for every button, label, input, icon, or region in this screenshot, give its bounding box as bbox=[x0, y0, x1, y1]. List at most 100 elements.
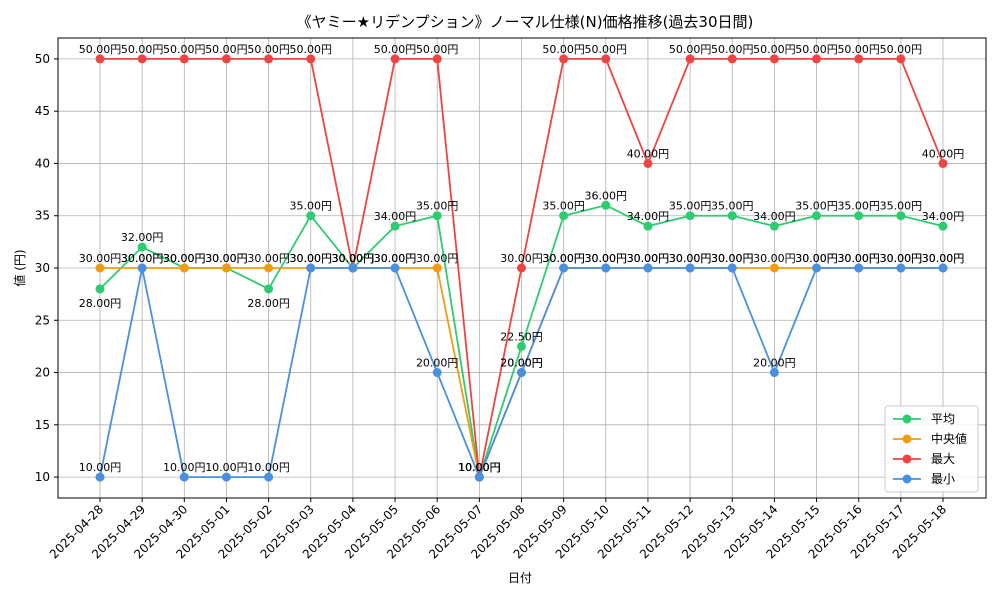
legend-marker-3 bbox=[902, 474, 912, 484]
chart-title: 《ヤミー★リデンプション》ノーマル仕様(N)価格推移(過去30日間) bbox=[297, 13, 754, 31]
data-label: 30.00円 bbox=[163, 252, 206, 265]
data-label: 20.00円 bbox=[500, 357, 543, 370]
data-point bbox=[348, 263, 358, 273]
data-point bbox=[306, 54, 316, 64]
data-label: 30.00円 bbox=[669, 252, 712, 265]
data-point bbox=[896, 54, 906, 64]
legend-marker-2 bbox=[902, 454, 912, 464]
data-point bbox=[474, 472, 484, 482]
data-point bbox=[390, 263, 400, 273]
data-label: 30.00円 bbox=[585, 252, 628, 265]
data-label: 30.00円 bbox=[837, 252, 880, 265]
data-label: 20.00円 bbox=[753, 357, 796, 370]
data-label: 30.00円 bbox=[290, 252, 333, 265]
data-point bbox=[643, 221, 653, 231]
data-label: 30.00円 bbox=[205, 252, 248, 265]
data-label: 30.00円 bbox=[205, 252, 248, 265]
data-label: 30.00円 bbox=[922, 252, 965, 265]
data-label: 10.00円 bbox=[205, 461, 248, 474]
data-point bbox=[306, 211, 316, 221]
data-label: 30.00円 bbox=[290, 252, 333, 265]
data-label: 50.00円 bbox=[542, 43, 585, 56]
data-point bbox=[601, 200, 611, 210]
data-point bbox=[812, 263, 822, 273]
data-point bbox=[390, 54, 400, 64]
data-label: 35.00円 bbox=[290, 200, 333, 213]
data-label: 35.00円 bbox=[795, 200, 838, 213]
y-tick-label: 25 bbox=[35, 313, 50, 327]
legend-box bbox=[884, 405, 979, 493]
y-tick-label: 10 bbox=[35, 470, 50, 484]
legend-label-2: 最大 bbox=[931, 452, 955, 466]
y-axis-label: 値 (円) bbox=[12, 249, 27, 286]
data-point bbox=[559, 211, 569, 221]
data-label: 22.50円 bbox=[500, 330, 543, 343]
data-label: 30.00円 bbox=[880, 252, 923, 265]
data-label: 10.00円 bbox=[163, 461, 206, 474]
data-label: 10.00円 bbox=[458, 461, 501, 474]
data-point bbox=[95, 54, 105, 64]
data-label: 10.00円 bbox=[79, 461, 122, 474]
data-point bbox=[727, 54, 737, 64]
data-point bbox=[685, 263, 695, 273]
data-label: 35.00円 bbox=[669, 200, 712, 213]
data-label: 35.00円 bbox=[837, 200, 880, 213]
series-layer bbox=[95, 54, 948, 482]
y-tick-label: 50 bbox=[35, 52, 50, 66]
data-point bbox=[221, 54, 231, 64]
data-label: 50.00円 bbox=[290, 43, 333, 56]
data-label: 50.00円 bbox=[416, 43, 459, 56]
data-label: 10.00円 bbox=[458, 461, 501, 474]
y-tick-label: 35 bbox=[35, 209, 50, 223]
data-point bbox=[812, 211, 822, 221]
data-label: 30.00円 bbox=[922, 252, 965, 265]
data-point bbox=[727, 211, 737, 221]
data-label: 30.00円 bbox=[585, 252, 628, 265]
data-label: 35.00円 bbox=[542, 200, 585, 213]
data-point bbox=[854, 263, 864, 273]
data-label: 34.00円 bbox=[374, 210, 417, 223]
data-label: 30.00円 bbox=[247, 252, 290, 265]
data-label: 50.00円 bbox=[374, 43, 417, 56]
data-label: 30.00円 bbox=[332, 252, 375, 265]
data-label: 40.00円 bbox=[627, 147, 670, 160]
data-label: 30.00円 bbox=[163, 252, 206, 265]
data-label: 28.00円 bbox=[247, 297, 290, 310]
data-point bbox=[643, 263, 653, 273]
legend-label-3: 最小 bbox=[931, 472, 955, 486]
data-point bbox=[854, 211, 864, 221]
data-point bbox=[95, 284, 105, 294]
data-label: 30.00円 bbox=[374, 252, 417, 265]
data-point bbox=[769, 263, 779, 273]
y-tick-label: 15 bbox=[35, 418, 50, 432]
data-point bbox=[769, 221, 779, 231]
data-label: 30.00円 bbox=[627, 252, 670, 265]
data-point bbox=[896, 263, 906, 273]
data-label: 30.00円 bbox=[500, 252, 543, 265]
data-point bbox=[769, 54, 779, 64]
data-label: 30.00円 bbox=[627, 252, 670, 265]
data-label: 50.00円 bbox=[669, 43, 712, 56]
data-point bbox=[938, 263, 948, 273]
y-tick-label: 40 bbox=[35, 156, 50, 170]
data-label: 50.00円 bbox=[163, 43, 206, 56]
data-point bbox=[264, 54, 274, 64]
data-point bbox=[854, 54, 864, 64]
data-label: 30.00円 bbox=[416, 252, 459, 265]
data-point bbox=[769, 368, 779, 378]
data-label: 34.00円 bbox=[753, 210, 796, 223]
data-label: 20.00円 bbox=[416, 357, 459, 370]
data-point bbox=[264, 263, 274, 273]
legend-label-1: 中央値 bbox=[931, 431, 967, 446]
data-point bbox=[432, 211, 442, 221]
data-label: 50.00円 bbox=[795, 43, 838, 56]
data-label: 30.00円 bbox=[669, 252, 712, 265]
data-point bbox=[179, 263, 189, 273]
data-label: 34.00円 bbox=[922, 210, 965, 223]
data-label: 30.00円 bbox=[795, 252, 838, 265]
data-point bbox=[601, 54, 611, 64]
legend-label-0: 平均 bbox=[931, 412, 955, 426]
data-label: 30.00円 bbox=[121, 252, 164, 265]
data-label: 32.00円 bbox=[121, 231, 164, 244]
